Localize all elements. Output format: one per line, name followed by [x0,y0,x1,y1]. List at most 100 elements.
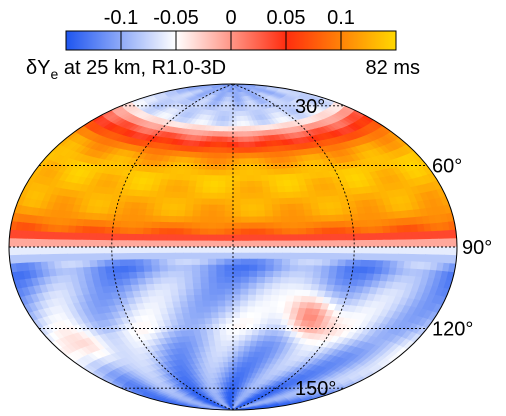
map-cell [256,270,266,278]
map-cell [40,231,49,240]
map-cell [241,234,250,242]
map-cell [195,306,205,314]
map-cell [438,238,446,248]
map-cell [224,204,234,212]
map-cell [296,271,307,279]
map [8,83,458,411]
map-cell [218,175,227,182]
map-cell [221,141,228,148]
map-cell [425,238,433,248]
map-cell [40,254,49,263]
map-cell [361,239,370,248]
map-cell [271,289,281,296]
map-cell [271,204,282,211]
map-cell [159,265,169,273]
map-cell [311,277,321,285]
map-cell [151,221,161,229]
map-cell [296,277,306,285]
map-cell [214,147,222,154]
map-cell [418,239,427,248]
map-cell [232,131,239,138]
map-cell [224,192,234,200]
map-cell [216,204,226,212]
map-cell [238,345,245,353]
map-cell [290,246,300,254]
map-cell [216,234,225,242]
map-cell [361,246,370,255]
map-cell [224,246,234,254]
map-cell [159,258,169,266]
map-cell [137,278,147,286]
map-cell [172,301,182,309]
map-cell [232,270,242,278]
map-cell [197,318,207,325]
map-cell [226,345,234,353]
map-cell [295,203,305,211]
map-cell [431,238,440,248]
map-cell [248,264,258,272]
map-cell [411,231,420,241]
map-cell [397,239,406,248]
map-cell [208,210,218,218]
map-cell [375,260,384,268]
map-cell [404,246,413,255]
map-cell [367,260,377,268]
map-cell [336,220,346,229]
map-cell [39,246,48,255]
map-cell [186,294,196,302]
map-cell [224,222,234,230]
map-cell [219,334,228,342]
map-cell [183,234,193,242]
map-cell [264,282,274,290]
map-cell [104,259,114,268]
map-cell [226,334,234,342]
map-cell [129,278,140,286]
map-cell [389,225,399,234]
map-cell [262,192,272,200]
map-cell [74,239,83,248]
map-cell [225,169,234,177]
map-cell [192,282,202,290]
map-cell [122,278,132,286]
map-cell [96,226,106,235]
map-cell [240,270,250,278]
map-cell [169,283,179,291]
map-cell [208,222,218,230]
map-cell [417,231,426,240]
map-cell [119,240,128,248]
map-cell [135,227,145,235]
map-cell [199,222,209,230]
map-cell [329,259,339,267]
map-cell [200,204,210,212]
map-cell [224,228,234,236]
map-cell [227,356,234,363]
map-cell [210,306,219,314]
latitude-label: 30° [295,96,325,118]
map-cell [210,175,220,182]
map-cell [201,288,211,296]
map-cell [431,254,439,264]
map-cell [296,209,306,217]
map-cell [206,329,215,336]
map-cell [344,266,354,274]
map-cell [82,260,91,268]
map-cell [201,294,211,302]
map-cell [390,246,399,255]
map-cell [444,246,452,256]
map-cell [263,288,273,296]
map-cell [82,226,91,234]
map-cell [367,226,377,234]
map-cell [338,240,347,248]
map-cell [240,192,249,200]
map-cell [264,210,274,217]
map-cell [232,367,238,373]
map-cell [218,317,227,325]
map-cell [290,252,300,260]
map-cell [297,265,307,273]
map-cell [183,240,192,248]
map-cell [60,246,69,255]
map-cell [241,252,250,260]
map-cell [232,175,241,182]
map-cell [229,382,234,388]
map-cell [248,282,258,290]
